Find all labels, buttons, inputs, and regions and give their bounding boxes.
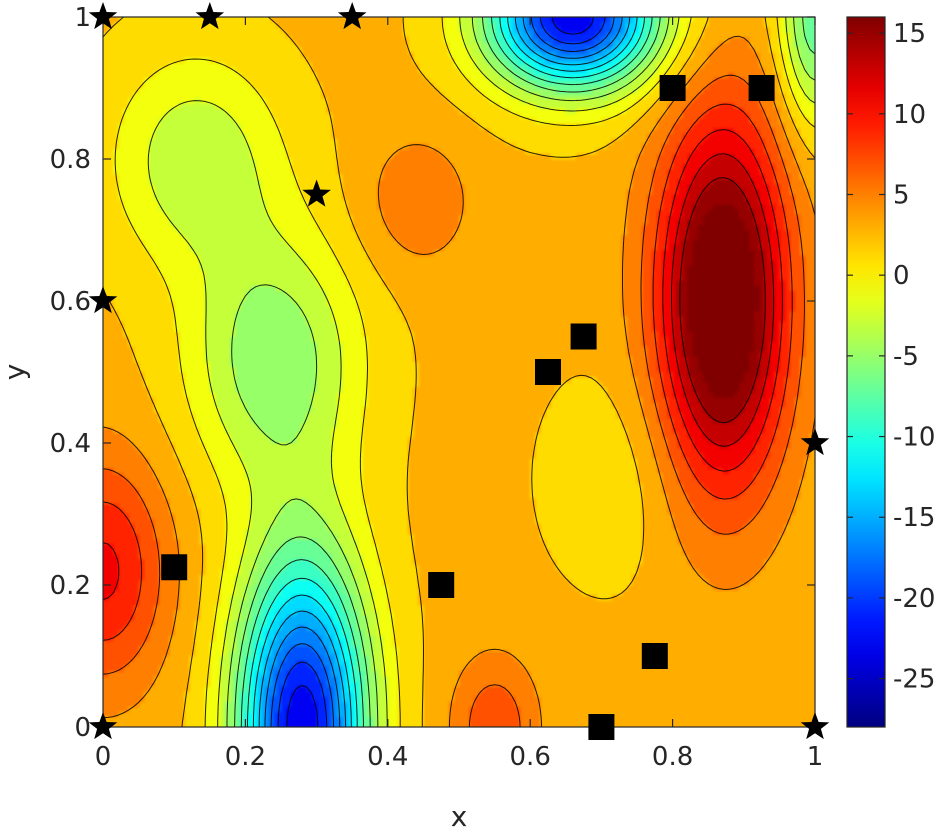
contour-line <box>103 17 815 727</box>
star-marker <box>800 428 830 456</box>
square-marker <box>570 323 597 350</box>
contour-line <box>114 17 815 727</box>
contour-line <box>264 17 623 727</box>
x-tick-label: 0.2 <box>225 742 266 772</box>
colorbar-tick-label: 10 <box>893 100 926 130</box>
contour-field <box>103 17 815 727</box>
sample-markers <box>88 2 830 740</box>
contour-line <box>147 17 815 727</box>
contour-line <box>679 177 766 424</box>
contour-line <box>103 103 793 641</box>
contour-line <box>277 17 606 727</box>
colorbar-ticks: 15 10 5 0 -5 -10 -15 -20 -25 <box>847 19 935 695</box>
contour-line <box>234 17 815 727</box>
contour-line <box>103 74 805 727</box>
x-tick-label: 0.4 <box>367 742 408 772</box>
square-marker <box>535 359 561 385</box>
y-axis-title: y <box>0 364 31 381</box>
x-axis-title: x <box>451 800 468 830</box>
plot-frame <box>102 16 816 728</box>
square-marker <box>428 572 455 598</box>
star-marker <box>88 2 118 30</box>
colorbar-tick-label: -10 <box>893 423 935 453</box>
contour-line <box>103 35 815 727</box>
colorbar-tick-label: -20 <box>893 584 935 614</box>
star-marker <box>88 286 118 314</box>
square-marker <box>161 554 188 581</box>
colorbar-tick-label: -15 <box>893 503 935 533</box>
contour-lines <box>103 17 815 727</box>
x-tick-label: 0 <box>95 742 112 772</box>
colorbar-tick-label: 15 <box>893 19 926 49</box>
y-tick-label: 0.4 <box>50 429 91 459</box>
contour-line <box>252 17 638 727</box>
square-marker <box>748 75 775 101</box>
x-tick-label: 1 <box>807 742 824 772</box>
contour-line <box>270 17 615 727</box>
star-marker <box>302 179 331 207</box>
x-tick-label: 0.6 <box>510 742 551 772</box>
contour-line <box>103 129 783 600</box>
colorbar-tick-label: 0 <box>893 261 910 291</box>
star-marker <box>88 712 118 740</box>
square-marker <box>641 643 668 669</box>
contour-line <box>258 17 631 727</box>
contour-line <box>286 17 594 727</box>
contour-line <box>247 17 645 727</box>
y-tick-label: 0.6 <box>50 287 91 317</box>
star-marker <box>800 712 830 740</box>
x-tick-label: 0.8 <box>652 742 693 772</box>
colorbar-tick-label: -25 <box>893 665 935 695</box>
y-tick-label: 1 <box>74 3 91 33</box>
y-axis: 0 0.2 0.4 0.6 0.8 1 <box>50 3 815 743</box>
contour-line <box>226 17 815 727</box>
y-tick-label: 0 <box>74 713 91 743</box>
colorbar-tick-label: 5 <box>893 181 910 211</box>
contour-line <box>671 153 775 447</box>
contour-line <box>240 17 653 727</box>
colorbar-tick-label: -5 <box>893 342 919 372</box>
y-tick-label: 0.2 <box>50 571 91 601</box>
square-marker <box>588 714 615 740</box>
x-axis: 0 0.2 0.4 0.6 0.8 1 <box>95 17 824 772</box>
y-tick-label: 0.8 <box>50 145 91 175</box>
colorbar <box>846 16 886 728</box>
square-marker <box>659 75 686 101</box>
star-marker <box>337 2 367 30</box>
star-marker <box>195 2 225 30</box>
